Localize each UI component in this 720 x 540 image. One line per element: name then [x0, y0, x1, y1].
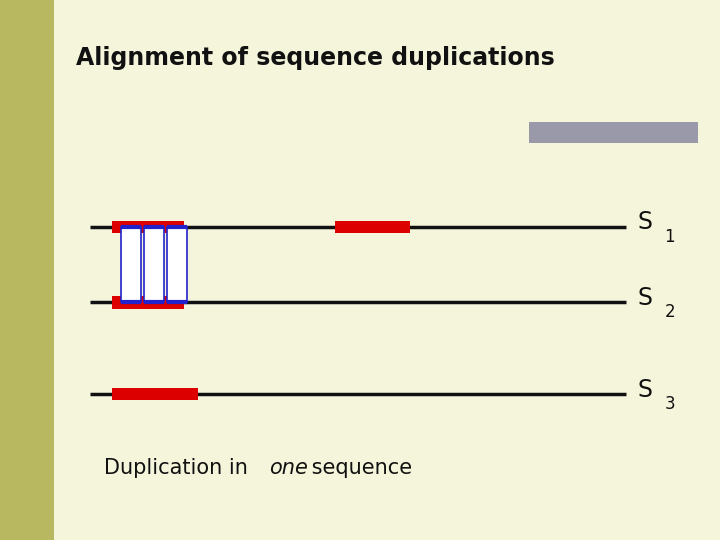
Bar — [144, 227, 164, 302]
Text: S: S — [637, 286, 652, 310]
Text: 1: 1 — [665, 227, 675, 246]
Text: one: one — [269, 458, 307, 478]
Bar — [529, 122, 698, 143]
Text: sequence: sequence — [305, 458, 412, 478]
Text: 2: 2 — [665, 303, 675, 321]
Text: 3: 3 — [665, 395, 675, 413]
Bar — [335, 220, 410, 233]
Bar — [121, 227, 141, 302]
Text: S: S — [637, 378, 652, 402]
Bar — [112, 220, 184, 233]
Bar — [112, 388, 198, 401]
Bar — [112, 296, 184, 309]
Text: Alignment of sequence duplications: Alignment of sequence duplications — [76, 46, 554, 70]
Text: Duplication in: Duplication in — [104, 458, 255, 478]
Bar — [0, 0, 54, 540]
Bar — [167, 227, 187, 302]
Text: S: S — [637, 211, 652, 234]
